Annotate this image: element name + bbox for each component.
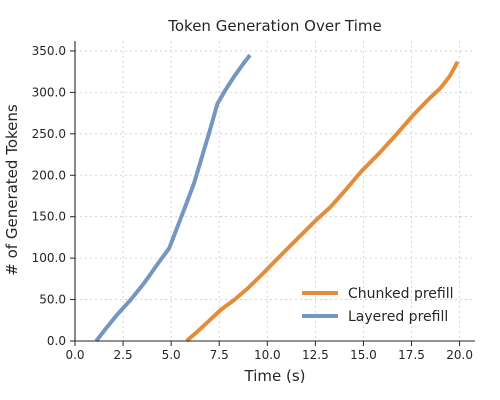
series-line-layered-prefill <box>94 53 252 343</box>
chart-title: Token Generation Over Time <box>167 17 381 35</box>
x-tick-label: 12.5 <box>302 348 329 362</box>
x-tick-label: 17.5 <box>398 348 425 362</box>
x-tick-label: 7.5 <box>210 348 229 362</box>
y-tick-label: 50.0 <box>39 293 66 307</box>
x-tick-label: 10.0 <box>254 348 281 362</box>
y-tick-label: 100.0 <box>32 251 66 265</box>
x-axis-title: Time (s) <box>244 367 306 385</box>
y-tick-label: 0.0 <box>47 334 66 348</box>
y-tick-label: 200.0 <box>32 168 66 182</box>
legend-label-layered-prefill: Layered prefill <box>348 309 448 325</box>
y-tick-label: 350.0 <box>32 44 66 58</box>
y-tick-label: 300.0 <box>32 85 66 99</box>
y-axis-title: # of Generated Tokens <box>3 104 21 276</box>
x-tick-label: 5.0 <box>162 348 181 362</box>
series-lines <box>94 53 460 343</box>
y-axis-ticks: 0.0 50.0 100.0 150.0 200.0 250.0 300.0 350.0 <box>32 44 75 348</box>
legend: Chunked prefill Layered prefill <box>302 286 454 325</box>
x-tick-label: 20.0 <box>446 348 473 362</box>
grid <box>74 41 475 342</box>
legend-label-chunked-prefill: Chunked prefill <box>348 286 454 302</box>
x-tick-label: 2.5 <box>114 348 133 362</box>
x-axis-ticks: 0.0 2.5 5.0 7.5 10.0 12.5 15.0 17.5 20.0 <box>65 341 473 362</box>
x-tick-label: 15.0 <box>350 348 377 362</box>
x-tick-label: 0.0 <box>65 348 84 362</box>
y-tick-label: 150.0 <box>32 210 66 224</box>
series-line-chunked-prefill <box>185 60 460 343</box>
y-tick-label: 250.0 <box>32 127 66 141</box>
axes <box>74 41 475 342</box>
